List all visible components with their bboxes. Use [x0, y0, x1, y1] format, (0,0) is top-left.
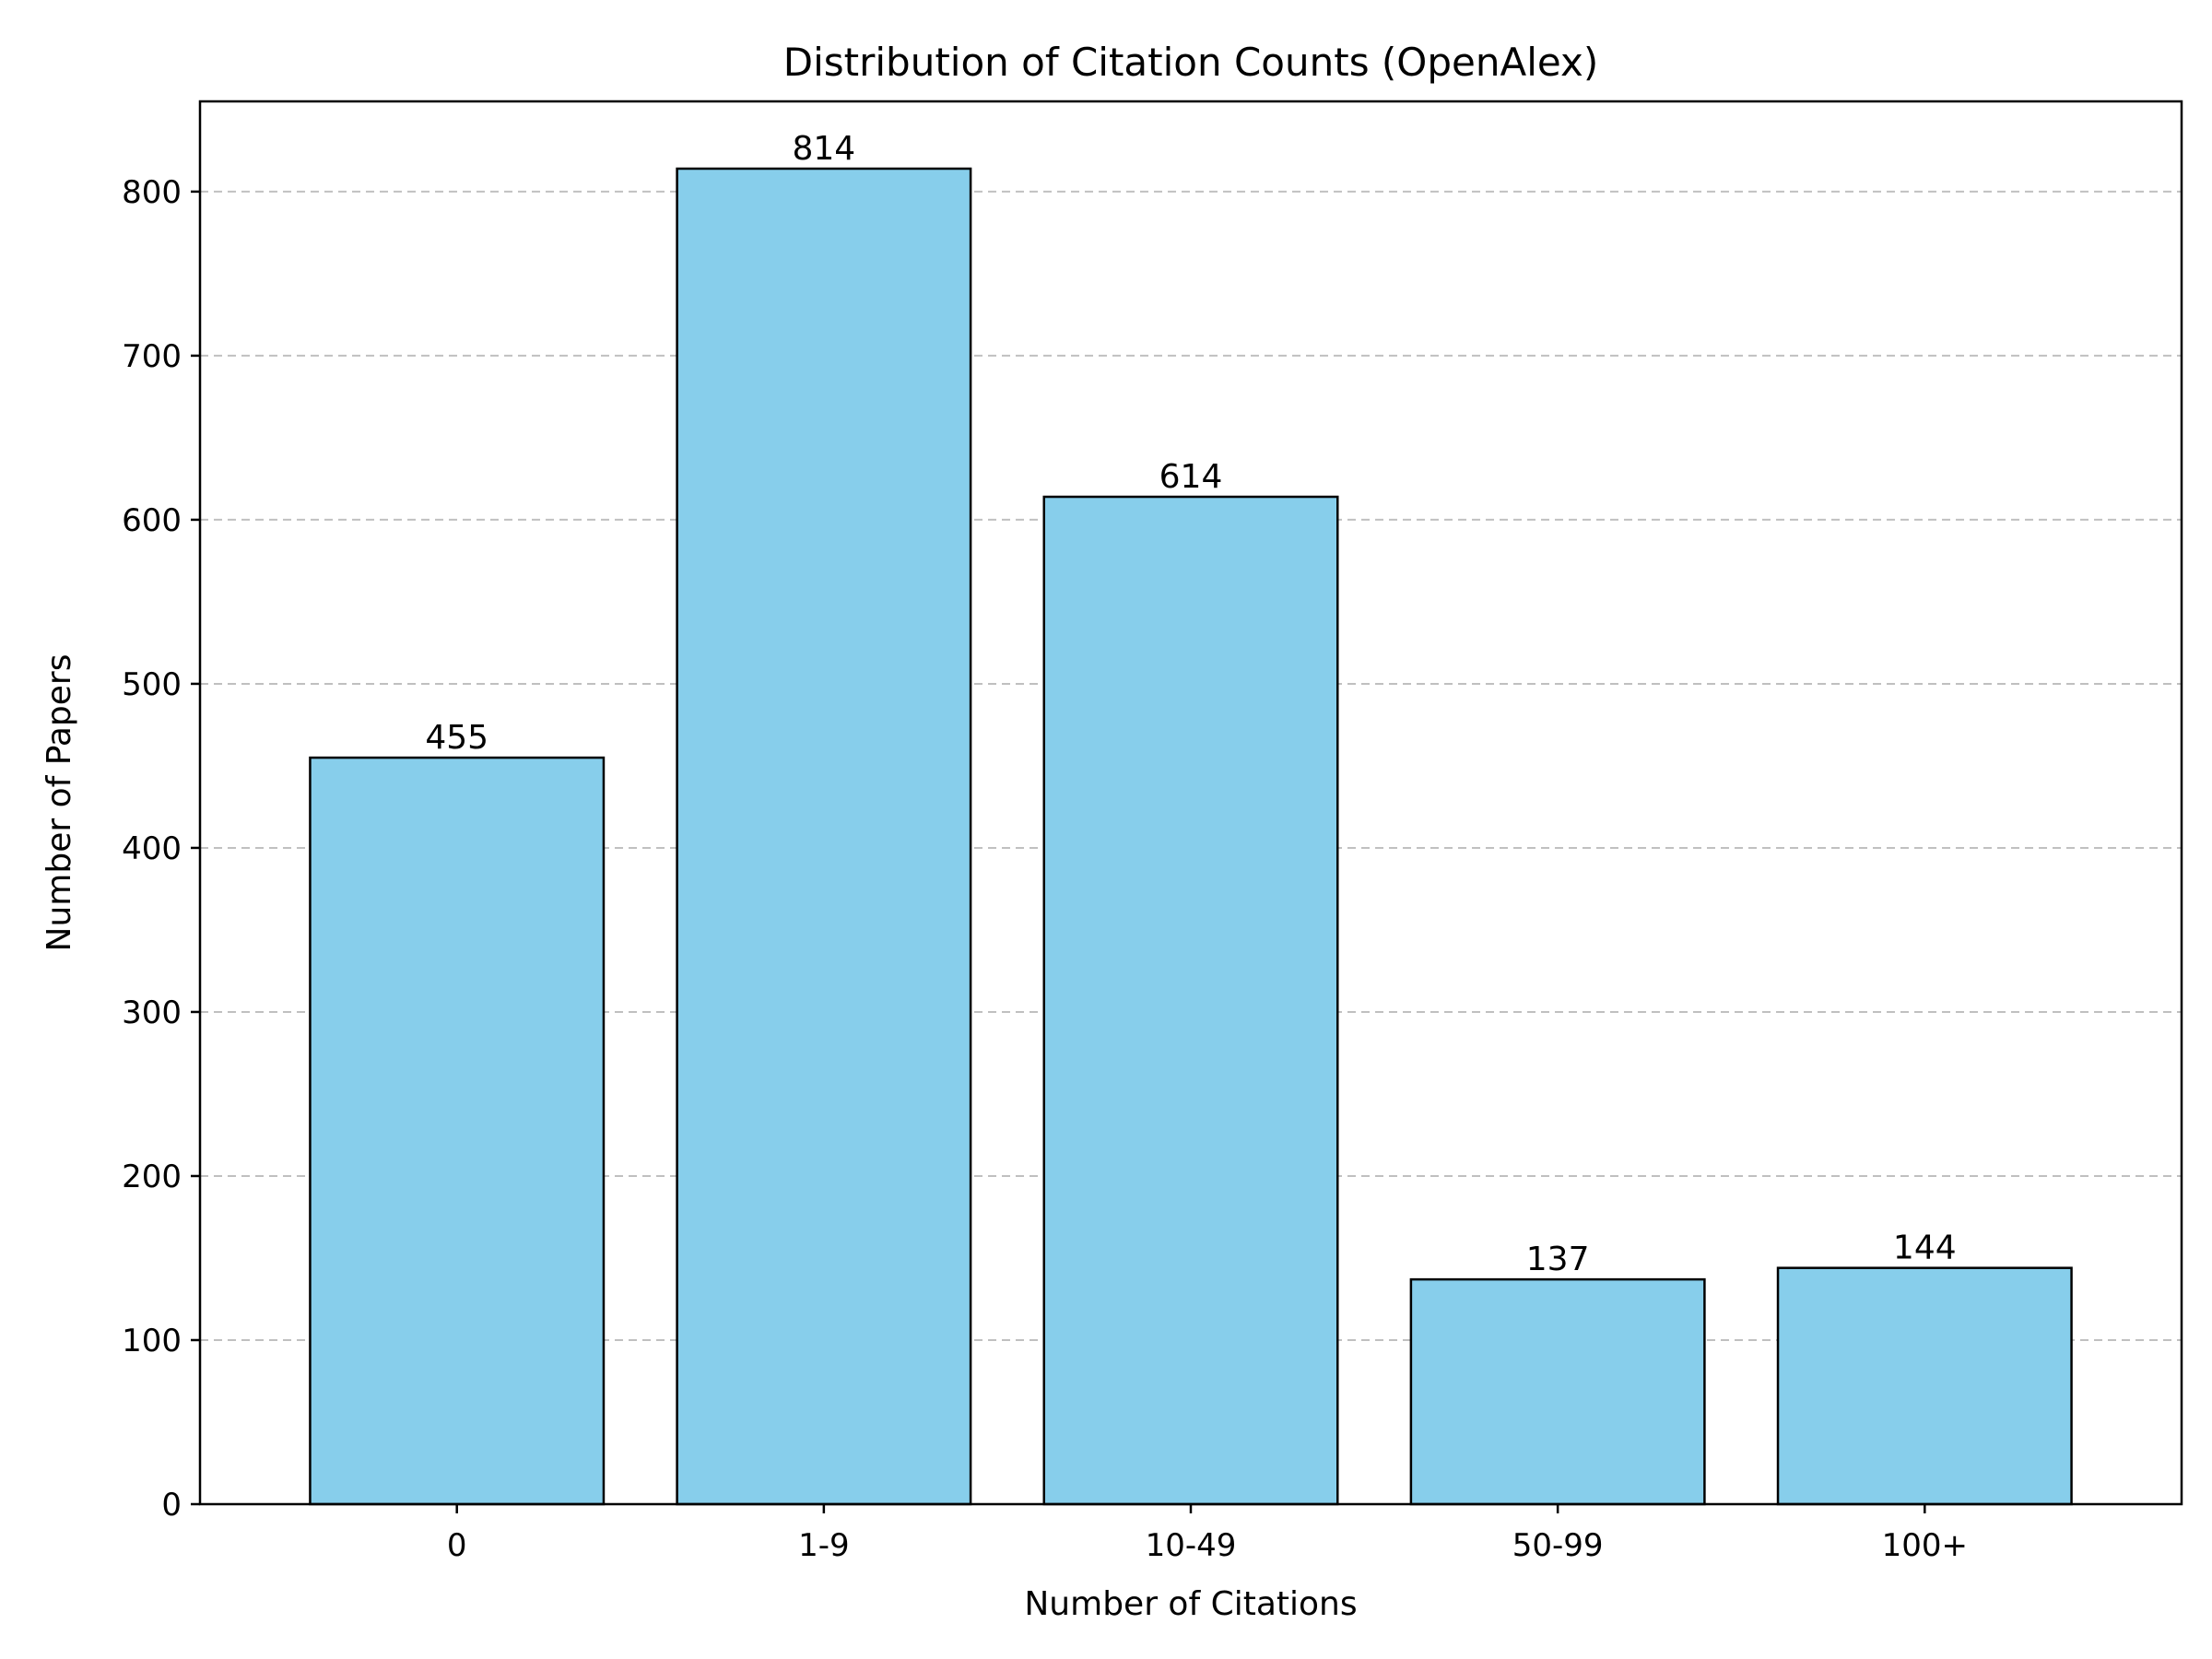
y-axis-label: Number of Papers	[41, 654, 78, 952]
bar	[1776, 1266, 2073, 1506]
bar-value-label: 144	[1893, 1230, 1957, 1267]
y-tick-label: 600	[122, 502, 182, 539]
x-tick-label: 50-99	[1512, 1527, 1604, 1564]
bar	[1042, 495, 1339, 1506]
x-tick-label: 0	[447, 1527, 467, 1564]
bar-value-label: 455	[425, 719, 488, 757]
bar-value-label: 814	[792, 130, 855, 168]
x-tick-label: 100+	[1882, 1527, 1968, 1564]
y-tick-label: 500	[122, 666, 182, 703]
x-tick-label: 1-9	[798, 1527, 850, 1564]
bar	[1409, 1277, 1706, 1506]
y-tick-label: 800	[122, 174, 182, 211]
x-axis-label: Number of Citations	[1024, 1585, 1357, 1623]
x-axis-ticks: 0 1-9 10-49 50-99 100+	[447, 1504, 1968, 1564]
bar	[676, 167, 972, 1506]
x-tick-label: 10-49	[1146, 1527, 1237, 1564]
y-tick-label: 0	[161, 1487, 182, 1524]
y-axis-ticks: 0 100 200 300 400 500 600 700 800	[122, 174, 200, 1524]
chart-title: Distribution of Citation Counts (OpenAle…	[783, 40, 1598, 85]
bar	[309, 756, 606, 1506]
y-tick-label: 300	[122, 994, 182, 1031]
bar-value-label: 137	[1526, 1241, 1590, 1278]
y-tick-label: 200	[122, 1159, 182, 1195]
y-tick-label: 400	[122, 830, 182, 867]
y-tick-label: 100	[122, 1323, 182, 1359]
bar-value-label: 614	[1159, 458, 1223, 496]
bar-data-labels: 455 814 614 137 144	[425, 130, 1956, 1278]
y-tick-label: 700	[122, 338, 182, 375]
